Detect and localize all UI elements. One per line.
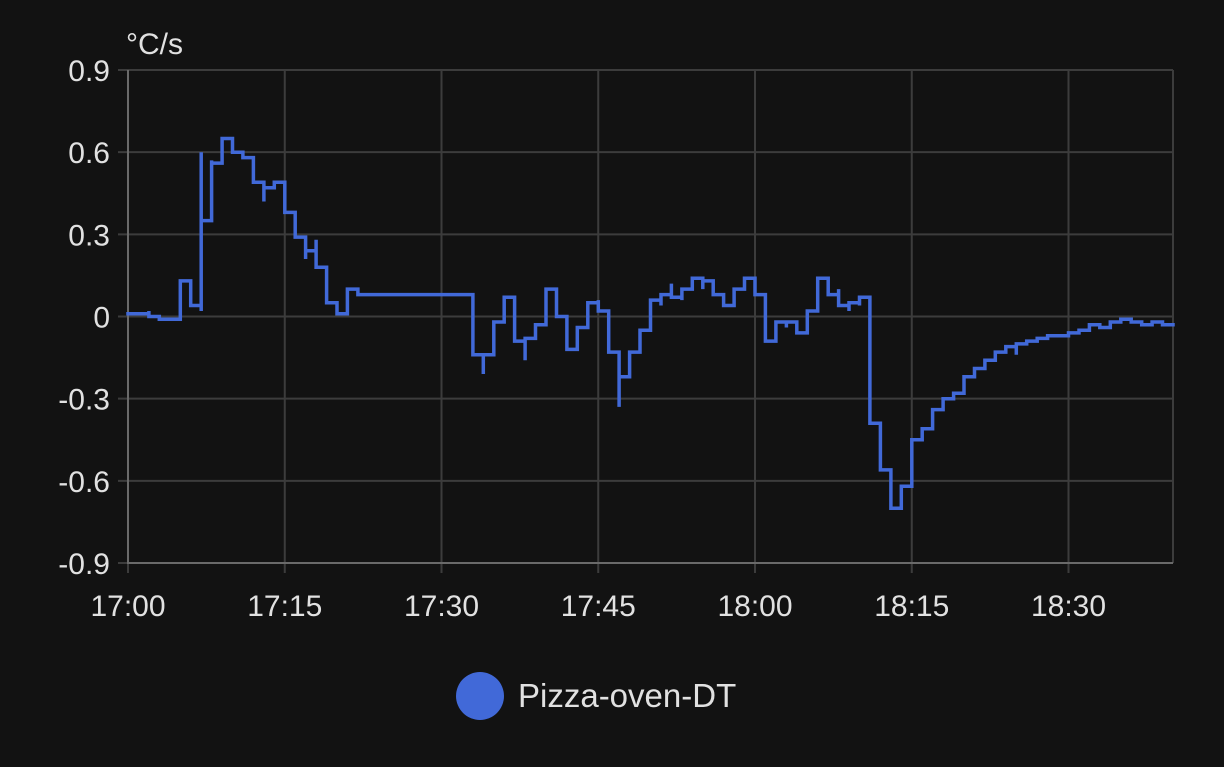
x-axis-tick-labels: 17:00 17:15 17:30 17:45 18:00 18:15 18:30 (90, 590, 1106, 623)
series-line-pizza-oven-dt (126, 136, 1175, 510)
x-tick-label: 17:00 (90, 590, 165, 623)
axes (127, 70, 1173, 564)
y-tick-label: 0.6 (68, 137, 110, 170)
legend: Pizza-oven-DT (456, 670, 736, 722)
y-axis-unit-label: °C/s (126, 28, 183, 61)
y-tick-label: 0 (93, 302, 110, 335)
y-tick-label: -0.3 (58, 384, 110, 417)
x-tick-label: 18:30 (1031, 590, 1106, 623)
x-tick-label: 18:00 (717, 590, 792, 623)
gridlines (118, 69, 1174, 573)
y-tick-label: -0.6 (58, 466, 110, 499)
y-tick-label: -0.9 (58, 548, 110, 581)
y-tick-label: 0.9 (68, 55, 110, 88)
x-tick-label: 17:45 (561, 590, 636, 623)
legend-swatch-pizza-oven-dt[interactable] (456, 672, 504, 720)
y-axis-tick-labels: 0.9 0.6 0.3 0 -0.3 -0.6 -0.9 (58, 55, 110, 581)
x-tick-label: 17:15 (247, 590, 322, 623)
y-tick-label: 0.3 (68, 219, 110, 252)
x-tick-label: 18:15 (874, 590, 949, 623)
legend-label-pizza-oven-dt[interactable]: Pizza-oven-DT (518, 677, 737, 714)
series-layer (126, 136, 1175, 510)
x-tick-label: 17:30 (404, 590, 479, 623)
